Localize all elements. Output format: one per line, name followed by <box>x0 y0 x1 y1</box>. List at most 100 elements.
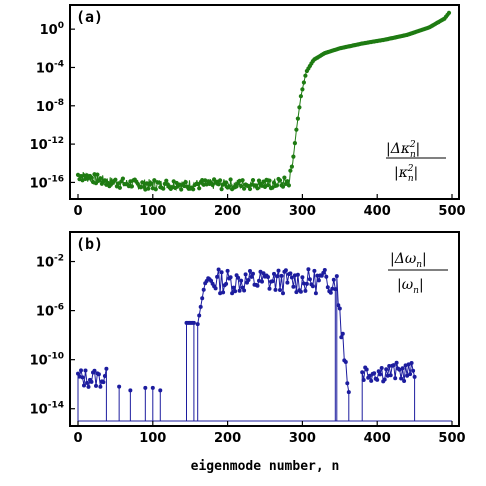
panel-b-point <box>197 313 202 318</box>
panel-b-point <box>372 371 377 376</box>
panel-b-x-tick-label: 100 <box>139 431 166 446</box>
panel-b-point <box>255 283 260 288</box>
panel-a-label: (a) <box>76 8 103 26</box>
panel-b-point <box>275 274 279 279</box>
panel-a-point <box>446 10 452 15</box>
panel-b-x-tick-label: 500 <box>438 431 465 446</box>
panel-b-point <box>402 379 407 383</box>
panel-a-point <box>280 184 286 189</box>
panel-b-point <box>150 385 155 390</box>
panel-b-point <box>281 291 285 296</box>
panel-a-frame <box>69 4 460 200</box>
panel-a-point <box>89 175 94 180</box>
panel-b-point <box>213 286 218 291</box>
panel-a-point <box>303 73 308 78</box>
panel-b-point <box>343 360 348 364</box>
panel-a-point <box>228 177 233 182</box>
panel-a-point <box>146 186 151 191</box>
panel-a-annotation-denominator: |κn2| <box>394 164 418 184</box>
panel-a-point <box>161 186 166 191</box>
panel-a-point <box>117 185 122 190</box>
panel-b-point <box>224 281 229 286</box>
panel-b-point <box>273 287 278 292</box>
panel-b-point <box>85 380 89 385</box>
panel-b-point <box>249 274 254 279</box>
panel-b-x-tick-label: 0 <box>73 431 82 446</box>
panel-b-point <box>291 284 296 289</box>
panel-b-point <box>324 274 329 279</box>
panel-a-point <box>250 178 256 183</box>
x-axis-label: eigenmode number, n <box>191 459 340 474</box>
panel-b-point <box>367 373 372 378</box>
panel-a-point <box>173 185 178 190</box>
panel-a-point <box>98 176 103 181</box>
panel-b-point <box>328 290 333 295</box>
panel-b-point <box>379 366 384 370</box>
panel-a-annotation: |Δκn2| |κn2| <box>386 140 446 184</box>
panel-b-point <box>289 275 294 280</box>
panel-a-point <box>292 141 297 146</box>
panel-b-point <box>294 290 299 295</box>
panel-b-point <box>218 291 223 296</box>
panel-a-data <box>75 10 452 192</box>
panel-b-point <box>267 286 272 291</box>
panel-b-point <box>384 367 389 372</box>
panel-a-y-tick-label: 10-8 <box>36 98 64 115</box>
panel-b-point <box>399 376 404 381</box>
panel-b-frame <box>69 231 460 427</box>
panel-b-y-tick-label: 10-6 <box>36 303 64 320</box>
panel-b-annotation-numerator: |Δωn| <box>390 251 427 270</box>
panel-a-point <box>191 187 196 192</box>
panel-a-point <box>156 180 161 185</box>
panel-a-point <box>255 186 260 191</box>
panel-b-point <box>236 275 241 280</box>
panel-a-point <box>247 186 253 192</box>
panel-b-label: (b) <box>76 235 103 253</box>
panel-b-point <box>270 279 275 284</box>
panel-b-point <box>406 362 411 367</box>
panel-a-point <box>294 127 299 132</box>
panel-b-point <box>92 368 97 373</box>
panel-a-point <box>210 182 215 188</box>
panel-a-point <box>177 182 182 187</box>
panel-a-point <box>274 183 280 188</box>
panel-b-point <box>228 275 233 280</box>
panel-a-point <box>152 178 157 183</box>
panel-b-point <box>225 268 230 273</box>
panel-a-point <box>282 175 287 180</box>
panel-b-point <box>382 377 387 382</box>
panel-b-point <box>216 267 221 272</box>
panel-a-x-tick-label: 300 <box>289 204 316 219</box>
panel-b-point <box>86 384 91 389</box>
panel-b-point <box>376 369 381 374</box>
panel-b-point <box>304 281 309 286</box>
panel-b-point <box>375 377 380 382</box>
panel-a-point <box>265 183 271 188</box>
panel-b: 0 100 200 300 400 500 10-2 10-6 10-10 10-14 (b) |… <box>30 231 466 474</box>
panel-b-point <box>279 273 284 278</box>
panel-b-point <box>369 378 374 383</box>
panel-a-point <box>227 184 232 189</box>
panel-b-point <box>325 285 330 290</box>
panel-b-point <box>408 372 413 377</box>
panel-b-point <box>315 273 320 278</box>
panel-b-x-tick-label: 400 <box>364 431 391 446</box>
panel-a-point <box>140 180 145 185</box>
panel-b-point <box>246 278 251 282</box>
panel-a-point <box>126 184 131 189</box>
panel-b-point <box>385 373 390 378</box>
panel-b-point <box>261 271 266 276</box>
panel-b-point <box>387 364 392 368</box>
panel-a-point <box>289 164 294 169</box>
panel-b-point <box>331 277 336 282</box>
panel-a-point <box>267 178 272 183</box>
panel-b-point <box>405 373 410 378</box>
panel-a-x-tick-label: 0 <box>73 204 82 219</box>
panel-b-point <box>251 271 255 276</box>
panel-a-point <box>197 186 202 191</box>
panel-b-point <box>295 272 300 277</box>
panel-b-point <box>248 269 252 273</box>
panel-a-point <box>164 178 169 183</box>
panel-a-point <box>301 80 306 85</box>
panel-b-point <box>258 269 263 274</box>
